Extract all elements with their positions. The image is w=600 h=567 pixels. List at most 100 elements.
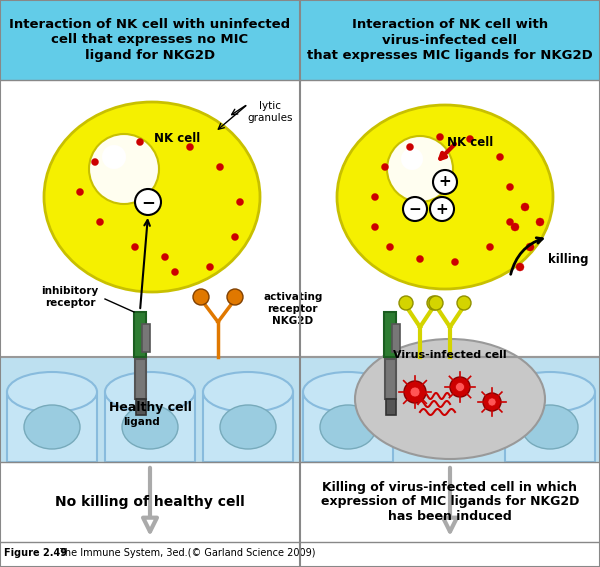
Circle shape — [407, 143, 413, 150]
Circle shape — [487, 243, 493, 251]
Ellipse shape — [355, 339, 545, 459]
Ellipse shape — [303, 372, 393, 412]
Ellipse shape — [7, 372, 97, 412]
Circle shape — [457, 296, 471, 310]
Text: −: − — [141, 193, 155, 211]
Circle shape — [382, 163, 389, 171]
Text: No killing of healthy cell: No killing of healthy cell — [55, 495, 245, 509]
Bar — [0, 80, 300, 462]
Bar — [385, 359, 396, 399]
Circle shape — [410, 387, 420, 397]
Bar — [300, 462, 600, 542]
Ellipse shape — [122, 405, 178, 449]
Bar — [0, 462, 300, 542]
Circle shape — [483, 393, 501, 411]
Text: The Immune System, 3ed.(© Garland Science 2009): The Immune System, 3ed.(© Garland Scienc… — [59, 548, 316, 558]
Text: ligand: ligand — [124, 417, 160, 427]
Circle shape — [404, 381, 426, 403]
Circle shape — [227, 289, 243, 305]
Ellipse shape — [337, 105, 553, 289]
Circle shape — [455, 383, 464, 391]
Circle shape — [450, 377, 470, 397]
Circle shape — [236, 198, 244, 205]
Circle shape — [437, 133, 443, 141]
Circle shape — [399, 296, 413, 310]
Circle shape — [452, 259, 458, 265]
Circle shape — [401, 148, 423, 170]
Circle shape — [536, 218, 544, 226]
Circle shape — [516, 263, 524, 271]
Text: Figure 2.49: Figure 2.49 — [4, 548, 70, 558]
Ellipse shape — [44, 102, 260, 292]
Bar — [300, 0, 600, 80]
Bar — [303, 392, 393, 462]
Circle shape — [387, 136, 453, 202]
Bar — [392, 324, 400, 352]
Circle shape — [217, 163, 223, 171]
Circle shape — [91, 159, 98, 166]
Bar — [142, 324, 150, 352]
Circle shape — [521, 203, 529, 211]
Circle shape — [371, 223, 379, 231]
Circle shape — [232, 234, 239, 240]
Ellipse shape — [320, 405, 376, 449]
Circle shape — [386, 243, 394, 251]
Circle shape — [97, 218, 104, 226]
Bar — [105, 392, 195, 462]
Text: killing: killing — [548, 252, 588, 265]
Circle shape — [89, 134, 159, 204]
Text: NK cell: NK cell — [447, 136, 493, 149]
Circle shape — [506, 184, 514, 191]
Text: +: + — [436, 201, 448, 217]
Circle shape — [135, 189, 161, 215]
Circle shape — [506, 218, 514, 226]
Bar — [384, 312, 396, 357]
Text: Interaction of NK cell with uninfected
cell that expresses no MIC
ligand for NKG: Interaction of NK cell with uninfected c… — [10, 19, 290, 61]
Ellipse shape — [105, 372, 195, 412]
Bar — [386, 399, 396, 415]
Circle shape — [427, 296, 441, 310]
Circle shape — [187, 143, 193, 150]
Text: Interaction of NK cell with
virus-infected cell
that expresses MIC ligands for N: Interaction of NK cell with virus-infect… — [307, 19, 593, 61]
Circle shape — [526, 243, 534, 251]
Text: lytic
granules: lytic granules — [247, 101, 293, 122]
Ellipse shape — [505, 372, 595, 412]
Text: Healthy cell: Healthy cell — [109, 400, 191, 413]
Ellipse shape — [522, 405, 578, 449]
Circle shape — [467, 136, 473, 142]
Circle shape — [488, 398, 496, 406]
Circle shape — [430, 197, 454, 221]
Ellipse shape — [203, 372, 293, 412]
Text: activating
receptor
NKG2D: activating receptor NKG2D — [263, 293, 322, 325]
Text: +: + — [439, 175, 451, 189]
Circle shape — [497, 154, 503, 160]
Text: Virus-infected cell: Virus-infected cell — [393, 350, 507, 360]
Bar — [7, 392, 97, 462]
Circle shape — [137, 138, 143, 146]
Circle shape — [206, 264, 214, 270]
Bar — [505, 392, 595, 462]
Circle shape — [429, 296, 443, 310]
Bar — [136, 399, 146, 415]
Circle shape — [403, 197, 427, 221]
Bar — [135, 359, 146, 399]
Text: inhibitory
receptor: inhibitory receptor — [41, 286, 98, 308]
Circle shape — [131, 243, 139, 251]
Bar — [300, 80, 600, 462]
Text: −: − — [409, 201, 421, 217]
Bar — [0, 0, 300, 80]
Circle shape — [161, 253, 169, 260]
Text: Killing of virus-infected cell in which
expression of MIC ligands for NKG2D
has : Killing of virus-infected cell in which … — [321, 480, 579, 523]
Ellipse shape — [24, 405, 80, 449]
Circle shape — [371, 193, 379, 201]
Bar — [134, 312, 146, 357]
Circle shape — [511, 223, 519, 231]
Circle shape — [172, 269, 179, 276]
Ellipse shape — [220, 405, 276, 449]
Circle shape — [433, 170, 457, 194]
Bar — [0, 357, 300, 462]
Circle shape — [77, 188, 83, 196]
Circle shape — [102, 145, 126, 169]
Text: NK cell: NK cell — [154, 133, 200, 146]
Circle shape — [193, 289, 209, 305]
